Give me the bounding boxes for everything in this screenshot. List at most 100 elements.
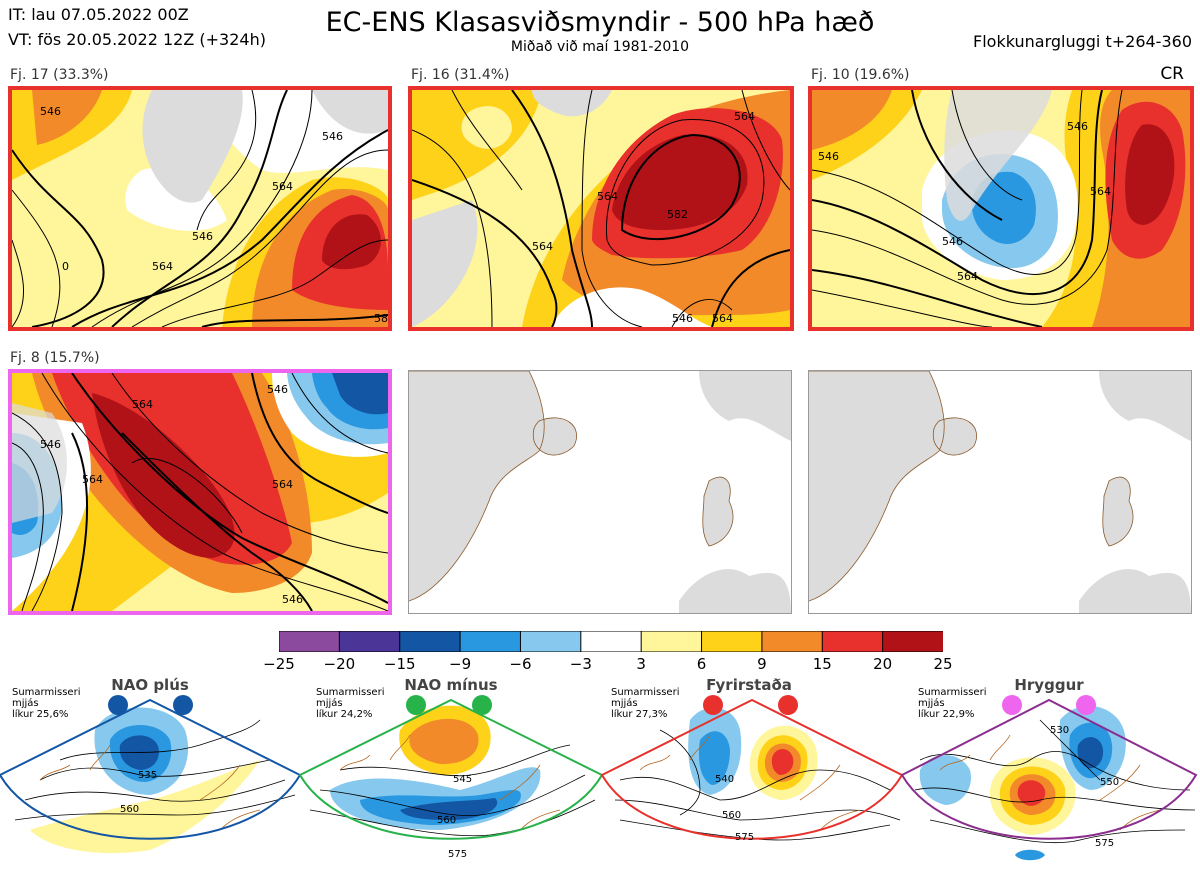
- contour-label: 560: [120, 804, 139, 815]
- contour-label: 564: [272, 478, 293, 491]
- landmass: [312, 90, 388, 134]
- contour-label: 564: [957, 270, 978, 283]
- colorbar-tick-label: 20: [873, 655, 893, 673]
- anomaly-region: [332, 373, 388, 415]
- contour-labels: 546 546 564 564 564 546: [40, 383, 303, 606]
- contour-label: 545: [453, 774, 472, 785]
- regime-months: mjjás: [611, 698, 638, 709]
- colorbar-tick-label: −6: [509, 655, 532, 673]
- anomaly-region: [612, 134, 748, 230]
- scandinavia-landmass: [1099, 371, 1191, 441]
- regime-maps: 535 560 545 560 575: [0, 695, 1198, 861]
- regime-marker: [108, 695, 128, 715]
- contour-label: 564: [82, 473, 103, 486]
- greenland-landmass: [944, 90, 1052, 221]
- regime-marker: [173, 695, 193, 715]
- regime-marker: [703, 695, 723, 715]
- cluster-panel-4: 546 546 564 564 564 546: [8, 369, 392, 615]
- cluster-map-4: 546 546 564 564 564 546: [12, 373, 388, 611]
- colorbar-segment: [278, 630, 341, 653]
- cluster-map-2: 564 564 564 582 546 564: [412, 90, 790, 327]
- contour-label: 58: [374, 312, 388, 325]
- colorbar-tick-label: −15: [383, 655, 416, 673]
- greenland-landmass: [142, 90, 243, 203]
- contour-label: 530: [1050, 725, 1069, 736]
- greenland-landmass: [412, 200, 478, 327]
- contour-label: 560: [437, 815, 456, 826]
- contour-label: 546: [192, 230, 213, 243]
- regime-frame: [298, 698, 604, 840]
- colorbar-tick-label: 15: [812, 655, 832, 673]
- contour-label: 546: [282, 593, 303, 606]
- colorbar-segment: [882, 630, 945, 653]
- anomaly-region: [461, 106, 512, 149]
- anomaly-region: [125, 167, 227, 231]
- regime-frame: [900, 698, 1198, 840]
- anomaly-region: [919, 755, 971, 805]
- contour-label: 564: [272, 180, 293, 193]
- regime-frame: [600, 698, 904, 840]
- corner-code: CR: [1160, 64, 1184, 84]
- contour-label: 546: [40, 105, 61, 118]
- regime-months: mjjás: [918, 698, 945, 709]
- anomaly-region: [32, 90, 102, 145]
- contour-labels: 546 546 546 564 564 0 58: [40, 105, 388, 325]
- classification-window: Flokkunargluggi t+264-360: [973, 32, 1192, 51]
- valid-time: VT: fös 20.05.2022 12Z (+324h): [8, 30, 266, 49]
- colorbar-segment: [701, 630, 763, 653]
- anomaly-region: [92, 393, 235, 558]
- cluster-panel-2: 564 564 564 582 546 564: [408, 86, 794, 331]
- contour-label: 546: [267, 383, 288, 396]
- colorbar-segment: [519, 630, 582, 653]
- regime-marker: [472, 695, 492, 715]
- europe-landmass: [1079, 569, 1191, 613]
- contour-label: 546: [818, 150, 839, 163]
- colorbar-segment: [459, 630, 522, 653]
- regime-title-ridge: Hryggur: [1014, 676, 1084, 694]
- anomaly-region: [698, 731, 730, 785]
- contour-label: 564: [152, 260, 173, 273]
- colorbar: [278, 630, 945, 653]
- contour-label: 0: [62, 260, 69, 273]
- anomaly-region: [1015, 849, 1045, 861]
- regime-info-2: Sumarmisseri mjjás líkur 24,2%: [316, 687, 384, 720]
- contour-label: 546: [40, 438, 61, 451]
- britain-landmass: [702, 477, 733, 546]
- empty-panel-5: [408, 370, 792, 614]
- colorbar-segment: [640, 630, 703, 653]
- regime-marker: [778, 695, 798, 715]
- regime-map-blocking: 540 560 575: [600, 695, 904, 843]
- contour-label: 540: [715, 774, 734, 785]
- regime-marker: [1002, 695, 1022, 715]
- contour-label: 564: [712, 312, 733, 325]
- regime-likelihood: líkur 27,3%: [611, 709, 668, 720]
- contour-labels: 546 546 564 564 546: [818, 120, 1111, 283]
- scandinavia-landmass: [699, 371, 791, 441]
- anomaly-region: [1017, 780, 1046, 806]
- contour-label: 564: [597, 190, 618, 203]
- contour-label: 564: [132, 398, 153, 411]
- colorbar-tick-label: 9: [757, 655, 767, 673]
- contour-label: 546: [942, 235, 963, 248]
- regime-marker: [406, 695, 426, 715]
- greenland-landmass: [409, 371, 545, 601]
- anomaly-region: [812, 90, 892, 150]
- colorbar-segment: [821, 630, 884, 653]
- anomaly-region: [971, 171, 1036, 245]
- regime-map-ridge: 530 550 575: [900, 695, 1198, 861]
- contour-labels: 564 564 564 582 546 564: [532, 110, 755, 325]
- regime-season: Sumarmisseri: [611, 687, 680, 698]
- regime-title-blocking: Fyrirstaða: [706, 676, 792, 694]
- anomaly-region: [30, 760, 260, 854]
- contour-label: 575: [735, 832, 754, 843]
- contour-label: 546: [322, 130, 343, 143]
- colorbar-tick-label: 3: [636, 655, 646, 673]
- regime-info-4: Sumarmisseri mjjás líkur 22,9%: [918, 687, 986, 720]
- regime-title-nao-plus: NAO plús: [111, 676, 189, 694]
- contour-label: 564: [532, 240, 553, 253]
- cluster-map-3: 546 546 564 564 546: [812, 90, 1190, 327]
- contour-label: 546: [1067, 120, 1088, 133]
- regime-frame: [0, 698, 302, 840]
- regime-title-nao-minus: NAO mínus: [404, 676, 498, 694]
- regime-map-nao-minus: 545 560 575: [298, 695, 604, 860]
